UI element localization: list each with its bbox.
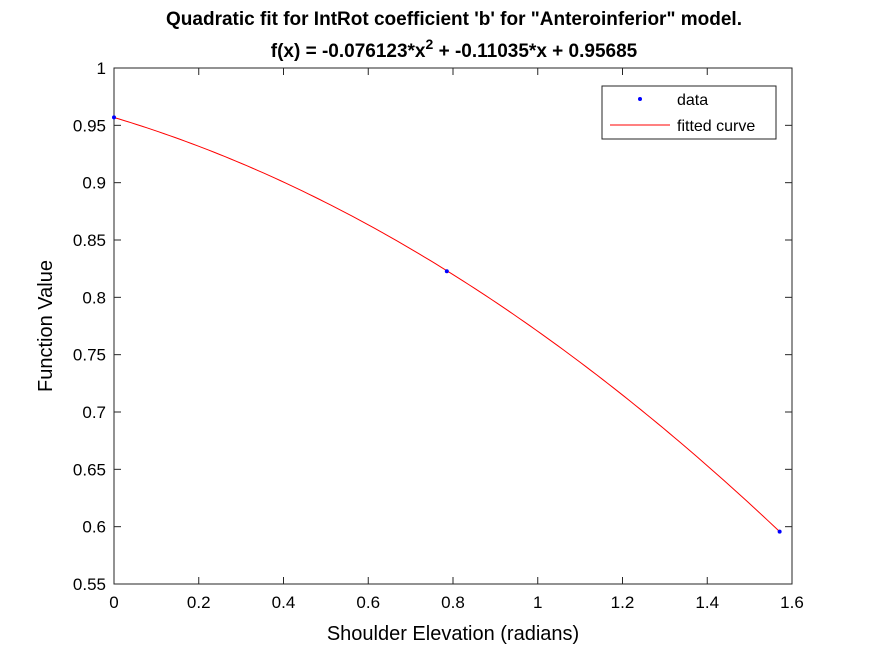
- y-tick-label: 0.9: [82, 174, 106, 193]
- equation-suffix: + -0.11035*x + 0.95685: [433, 41, 637, 62]
- legend: data fitted curve: [601, 85, 777, 140]
- chart-equation: f(x) = -0.076123*x2 + -0.11035*x + 0.956…: [271, 36, 638, 62]
- x-tick-label: 0.8: [441, 593, 465, 612]
- y-tick-label: 0.65: [73, 460, 106, 479]
- data-point: [112, 115, 116, 120]
- equation-prefix: f(x) = -0.076123*x: [271, 41, 426, 62]
- chart-title: Quadratic fit for IntRot coefficient 'b'…: [166, 9, 742, 30]
- x-tick-label: 0.4: [272, 593, 296, 612]
- x-tick-label: 0.2: [187, 593, 211, 612]
- legend-box: [601, 85, 777, 140]
- data-point: [444, 269, 449, 274]
- x-tick-label: 0.6: [356, 593, 380, 612]
- y-axis-label: Function Value: [35, 260, 57, 392]
- x-tick-label: 1.4: [695, 593, 719, 612]
- series-layer: [112, 115, 782, 534]
- equation-exponent: 2: [426, 36, 434, 52]
- y-tick-label: 0.6: [82, 518, 106, 537]
- x-tick-label: 1.2: [611, 593, 635, 612]
- x-tick-label: 1.6: [780, 593, 804, 612]
- y-tick-label: 0.55: [73, 575, 106, 594]
- x-axis-label: Shoulder Elevation (radians): [327, 623, 579, 645]
- x-tick-label: 0: [109, 593, 118, 612]
- y-tick-labels: 0.55 0.6 0.65 0.7 0.75 0.8 0.85 0.9 0.95 1: [73, 59, 106, 594]
- plot-area: [113, 67, 793, 585]
- y-tick-label: 0.95: [73, 116, 106, 135]
- legend-data-label: data: [677, 92, 708, 109]
- y-tick-label: 0.75: [73, 346, 106, 365]
- x-tick-labels: 0 0.2 0.4 0.6 0.8 1 1.2 1.4 1.6: [109, 593, 804, 612]
- y-tick-label: 0.8: [82, 288, 106, 307]
- legend-fit-label: fitted curve: [677, 118, 755, 135]
- y-tick-label: 1: [97, 59, 106, 78]
- y-tick-label: 0.85: [73, 231, 106, 250]
- x-tick-label: 1: [533, 593, 542, 612]
- legend-data-marker: [638, 97, 642, 101]
- data-point: [777, 529, 782, 534]
- axis-ticks: [113, 67, 793, 585]
- y-tick-label: 0.7: [82, 403, 106, 422]
